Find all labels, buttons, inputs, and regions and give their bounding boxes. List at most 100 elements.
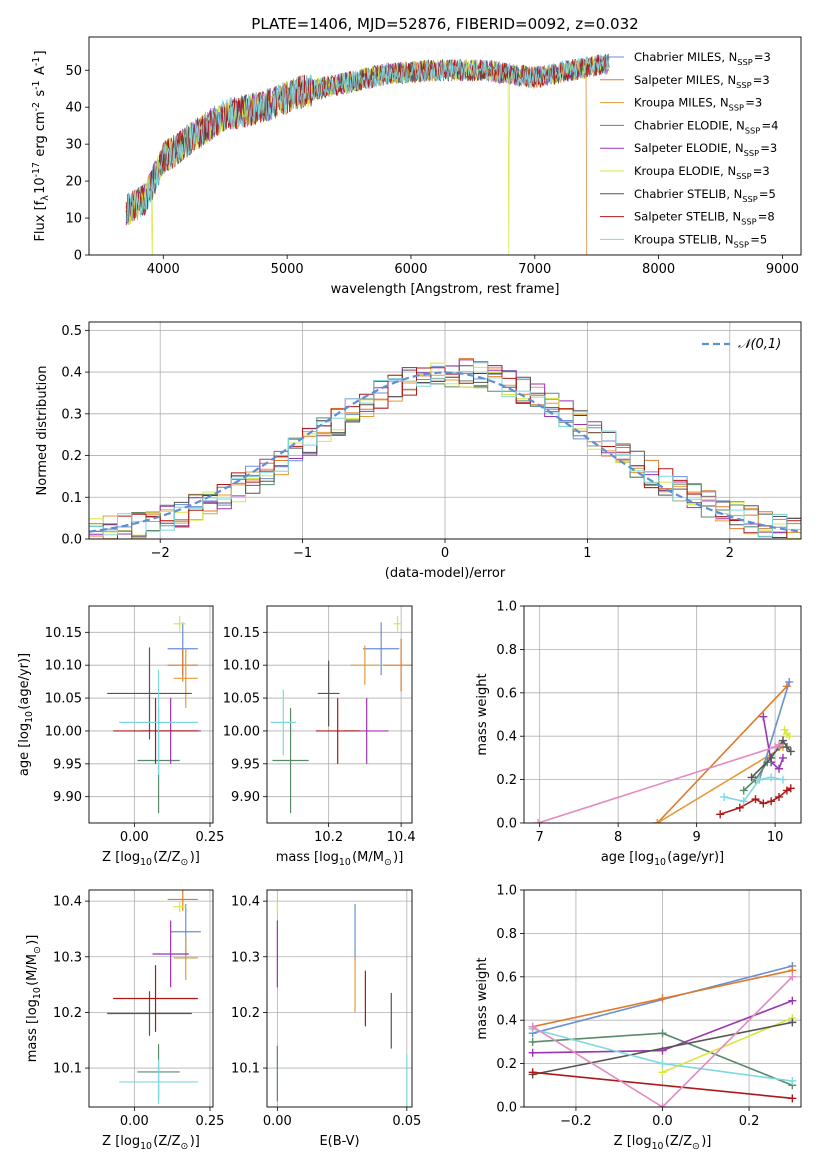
- weight-line: [758, 681, 790, 780]
- axes-frame: [523, 889, 802, 1108]
- weight-marker: [658, 994, 667, 1003]
- legend-label: Chabrier ELODIE, NSSP =4: [634, 118, 778, 135]
- weight-marker: [788, 1094, 797, 1103]
- weight-marker: [658, 1068, 667, 1077]
- errorbar-point: [173, 935, 198, 981]
- x-axis-label: (data-model)/error: [385, 566, 506, 581]
- x-tick-label: 9: [692, 830, 700, 845]
- errorbar-point: [113, 965, 198, 1032]
- x-tick-label: 9000: [766, 262, 799, 277]
- weight-marker: [786, 747, 795, 756]
- y-tick-label: 0.8: [496, 927, 517, 942]
- axes-frame: [88, 321, 802, 540]
- y-tick-label: 10.3: [53, 950, 82, 965]
- weight-marker: [788, 1018, 797, 1027]
- y-tick-label: 0.3: [61, 407, 82, 422]
- weight-marker: [528, 1048, 537, 1057]
- x-tick-label: 0.2: [739, 1114, 760, 1129]
- weight-marker: [658, 1059, 667, 1068]
- y-tick-label: 10.05: [223, 692, 260, 707]
- plot-area: [107, 890, 201, 1105]
- errorbar-point: [119, 1059, 198, 1105]
- y-tick-label: 9.95: [231, 757, 260, 772]
- legend-label: Salpeter STELIB, NSSP =8: [634, 210, 775, 227]
- plot-area: [528, 961, 797, 1107]
- x-tick-label: −1: [293, 546, 312, 561]
- y-tick-label: 9.90: [231, 790, 260, 805]
- y-tick-label: 30: [65, 138, 82, 153]
- weight-marker: [528, 1068, 537, 1077]
- weight-marker: [658, 1029, 667, 1038]
- panel-z-mass: 0.00 0.25 10.1 10.2 10.3 10.4 Z [log10 (Z/Z⊙ )…: [25, 889, 224, 1152]
- y-tick-label: 0.0: [496, 1101, 517, 1116]
- x-tick-label: 0.00: [120, 1114, 149, 1129]
- legend-label: Kroupa MILES, NSSP =3: [634, 96, 762, 113]
- weight-marker: [788, 1076, 797, 1085]
- errorbar-point: [317, 660, 340, 727]
- weight-marker: [788, 996, 797, 1005]
- weight-marker: [778, 775, 787, 784]
- legend-label: Kroupa ELODIE, NSSP =3: [634, 164, 770, 181]
- errorbar-point: [173, 901, 186, 913]
- y-tick-label: 0.1: [61, 491, 82, 506]
- x-axis-label: wavelength [Angstrom, rest frame]: [331, 282, 560, 297]
- weight-marker: [788, 972, 797, 981]
- weight-marker: [775, 792, 784, 801]
- histogram-step: [89, 362, 801, 537]
- axes-frame: [266, 605, 413, 824]
- y-tick-label: 0.0: [61, 533, 82, 548]
- x-tick-label: 10.2: [314, 830, 343, 845]
- y-tick-label: 10: [65, 212, 82, 227]
- weight-line: [762, 716, 784, 771]
- weight-marker: [739, 797, 748, 806]
- x-tick-label: 5000: [271, 262, 304, 277]
- plot-area: [270, 615, 412, 814]
- weight-marker: [778, 736, 787, 745]
- errorbar-point: [272, 707, 309, 814]
- y-axis-label: mass weight: [475, 673, 490, 755]
- weight-marker: [739, 786, 748, 795]
- y-tick-label: 0.5: [61, 324, 82, 339]
- plot-area: [89, 358, 801, 539]
- weight-marker: [534, 819, 543, 823]
- y-axis-label: age [log10 (age/yr)]: [17, 653, 35, 776]
- y-tick-label: 10.2: [53, 1006, 82, 1021]
- weight-marker: [785, 732, 794, 741]
- x-tick-label: 7: [536, 830, 544, 845]
- y-tick-label: 0.4: [61, 366, 82, 381]
- y-tick-label: 1.0: [496, 884, 517, 899]
- y-tick-label: 0.6: [496, 970, 517, 985]
- legend: Chabrier MILES, NSSP =3 Salpeter MILES, N…: [600, 50, 778, 249]
- panel-z-age: 0.00 0.25 9.90 9.95 10.00 10.05 10.10 10.15 Z [l…: [17, 605, 224, 868]
- spectrum-line: [126, 54, 610, 225]
- y-tick-label: 0.2: [61, 449, 82, 464]
- y-tick-label: 10.00: [45, 724, 82, 739]
- y-tick-label: 0.8: [496, 643, 517, 658]
- y-axis-label: mass weight: [475, 957, 490, 1039]
- axes-frame: [88, 889, 214, 1108]
- y-tick-label: 0.4: [496, 730, 517, 745]
- y-tick-label: 10.10: [45, 659, 82, 674]
- y-tick-label: 0.4: [496, 1014, 517, 1029]
- weight-marker: [785, 677, 794, 686]
- x-tick-label: 8000: [642, 262, 675, 277]
- legend-label: Salpeter ELODIE, NSSP =3: [634, 141, 777, 158]
- panel-mass-age: 10.2 10.4 9.90 9.95 10.00 10.05 10.10 10.15 mass…: [223, 605, 416, 868]
- panel-age-weight: 7 8 9 10 0.0 0.2 0.4 0.6 0.8 1.0 age [log10 (age/y…: [475, 600, 802, 868]
- x-tick-label: 0.25: [195, 830, 224, 845]
- weight-marker: [767, 797, 776, 806]
- y-tick-label: 10.10: [223, 659, 260, 674]
- weight-marker: [658, 1103, 667, 1107]
- x-tick-label: −2: [151, 546, 170, 561]
- y-tick-label: 10.05: [45, 692, 82, 707]
- y-tick-label: 0: [74, 249, 82, 264]
- y-tick-label: 10.15: [45, 626, 82, 641]
- y-tick-label: 0.2: [496, 773, 517, 788]
- weight-line: [532, 1021, 793, 1076]
- errorbar-point: [152, 920, 189, 988]
- x-tick-label: 0.00: [263, 1114, 292, 1129]
- weight-marker: [528, 1037, 537, 1046]
- errorbar-point: [350, 645, 380, 685]
- legend-label: Chabrier MILES, NSSP =3: [634, 50, 771, 67]
